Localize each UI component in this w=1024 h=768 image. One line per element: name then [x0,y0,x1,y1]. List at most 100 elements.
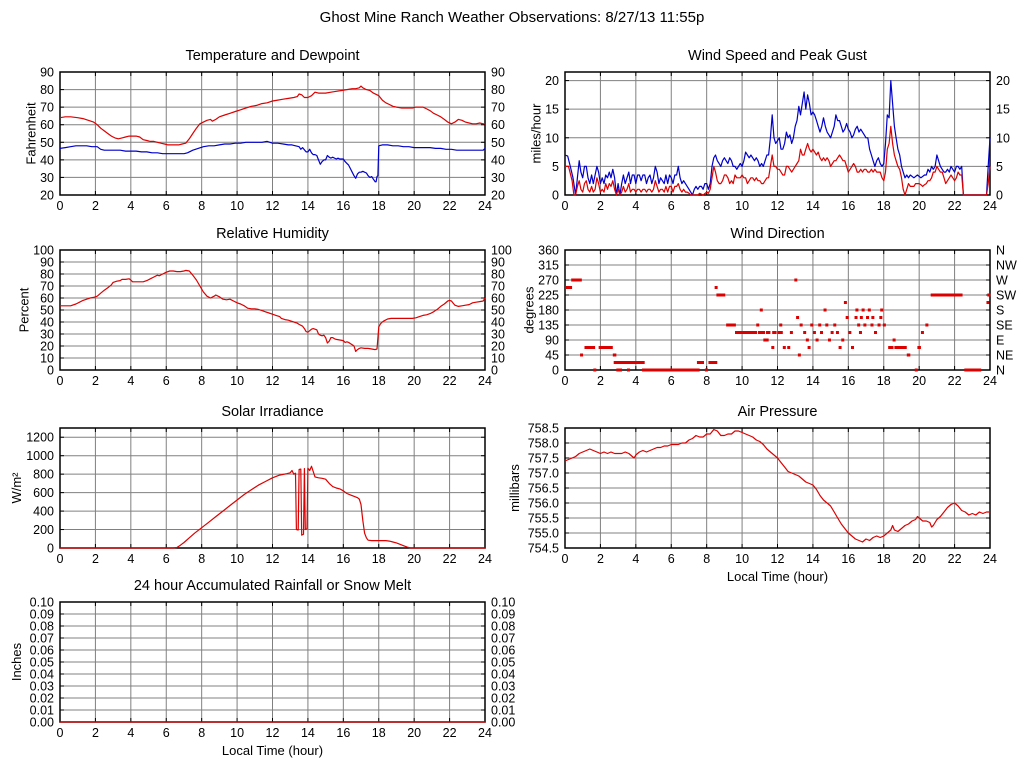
x-tick-label: 24 [478,374,492,388]
wind-direction-marker [714,286,718,289]
x-tick-label: 4 [127,726,134,740]
y-tick-label: 800 [33,468,54,482]
solar-irradiance-ylabel: W/m² [9,472,24,504]
y-tick-label-right: SW [996,289,1016,303]
wind-direction-marker [861,308,865,312]
y-tick-label: 758.0 [528,437,559,451]
y-tick-label: 20 [40,189,54,203]
y-tick-label-right: 0.06 [491,644,515,658]
x-tick-label: 0 [57,374,64,388]
x-tick-label: 8 [703,199,710,213]
page-title: Ghost Mine Ranch Weather Observations: 8… [320,9,705,26]
x-tick-label: 20 [407,552,421,566]
wind-direction-marker [867,308,871,312]
wind-direction-marker [870,323,874,327]
x-tick-label: 2 [92,199,99,213]
wind-direction-marker [830,331,834,334]
x-tick-label: 22 [948,199,962,213]
air-pressure-ylabel: millibars [507,464,522,512]
accumulated-rainfall-xlabel: Local Time (hour) [222,743,323,758]
solar-irradiance-chart: 0 2 4 6 8 10 12 14 16 18 20 22 240200400600800100012… [9,404,492,566]
humidity-series [60,269,486,352]
y-tick-label: 0 [552,189,559,203]
irradiance-series [60,465,485,549]
wind-direction-marker [584,346,596,349]
plot-border [59,71,486,196]
x-tick-label: 8 [703,552,710,566]
wind-direction-marker [716,293,726,297]
wind-direction-marker [771,346,775,349]
y-tick-label: 225 [538,289,559,303]
wind-direction-marker [796,316,800,319]
x-tick-label: 18 [877,552,891,566]
y-tick-label: 30 [40,171,54,185]
plot-border [59,249,486,371]
wind-direction-marker [906,353,911,357]
x-tick-label: 8 [198,199,205,213]
x-tick-label: 6 [163,199,170,213]
y-tick-label-right: 40 [491,153,505,167]
y-tick-label-right: 40 [491,316,505,330]
plot-border [59,427,486,549]
wind-direction-marker [565,286,573,289]
wind-direction-marker [779,323,783,327]
wind-direction-marker [859,316,863,319]
y-tick-label: 315 [538,259,559,273]
x-tick-label: 18 [372,374,386,388]
x-tick-label: 2 [92,726,99,740]
x-tick-label: 4 [127,374,134,388]
x-tick-label: 8 [198,374,205,388]
wind-direction-marker [987,293,991,297]
y-tick-label: 20 [40,340,54,354]
x-tick-label: 14 [301,726,315,740]
y-tick-label: 0 [552,364,559,378]
y-tick-label: 180 [538,304,559,318]
wind-speed-gust-title: Wind Speed and Peak Gust [688,48,867,64]
air-pressure-xlabel: Local Time (hour) [727,569,828,584]
y-tick-label: 135 [538,319,559,333]
wind-direction-marker [758,331,766,334]
plot-border [564,249,991,371]
y-tick-label: 40 [40,316,54,330]
temperature-dewpoint-title: Temperature and Dewpoint [185,48,359,64]
y-tick-label: 360 [538,244,559,258]
y-tick-label: 5 [552,160,559,174]
y-tick-label: 758.5 [528,422,559,436]
y-tick-label-right: 0.04 [491,668,515,682]
x-tick-label: 2 [597,374,604,388]
y-tick-label-right: 80 [491,83,505,97]
wind-direction-marker [925,323,929,327]
wind-direction-marker [593,368,597,372]
x-tick-label: 20 [407,726,421,740]
y-tick-label-right: E [996,334,1004,348]
wind-direction-marker [626,368,630,372]
wind-direction-marker [857,323,861,327]
wind-direction-marker [823,308,827,312]
y-tick-label: 30 [40,328,54,342]
solar-irradiance-title: Solar Irradiance [221,404,323,420]
x-tick-label: 16 [841,199,855,213]
y-tick-label: 50 [40,304,54,318]
y-tick-label: 756.5 [528,482,559,496]
wind-direction-marker [756,323,760,327]
wind-direction-marker [866,316,870,319]
x-tick-label: 4 [632,374,639,388]
wind-direction-marker [812,331,816,334]
wind-direction-marker [803,331,807,334]
air-pressure-title: Air Pressure [738,404,818,420]
x-tick-label: 0 [562,199,569,213]
wind-direction-marker [888,346,894,349]
wind-direction-marker [825,323,829,327]
y-tick-label: 754.5 [528,542,559,556]
wind-direction-marker [914,368,918,372]
wind-direction-marker [880,308,884,312]
y-tick-label-right: 80 [491,268,505,282]
wind-direction-marker [772,331,777,334]
x-tick-label: 2 [597,552,604,566]
x-tick-label: 0 [57,199,64,213]
x-tick-label: 10 [230,374,244,388]
